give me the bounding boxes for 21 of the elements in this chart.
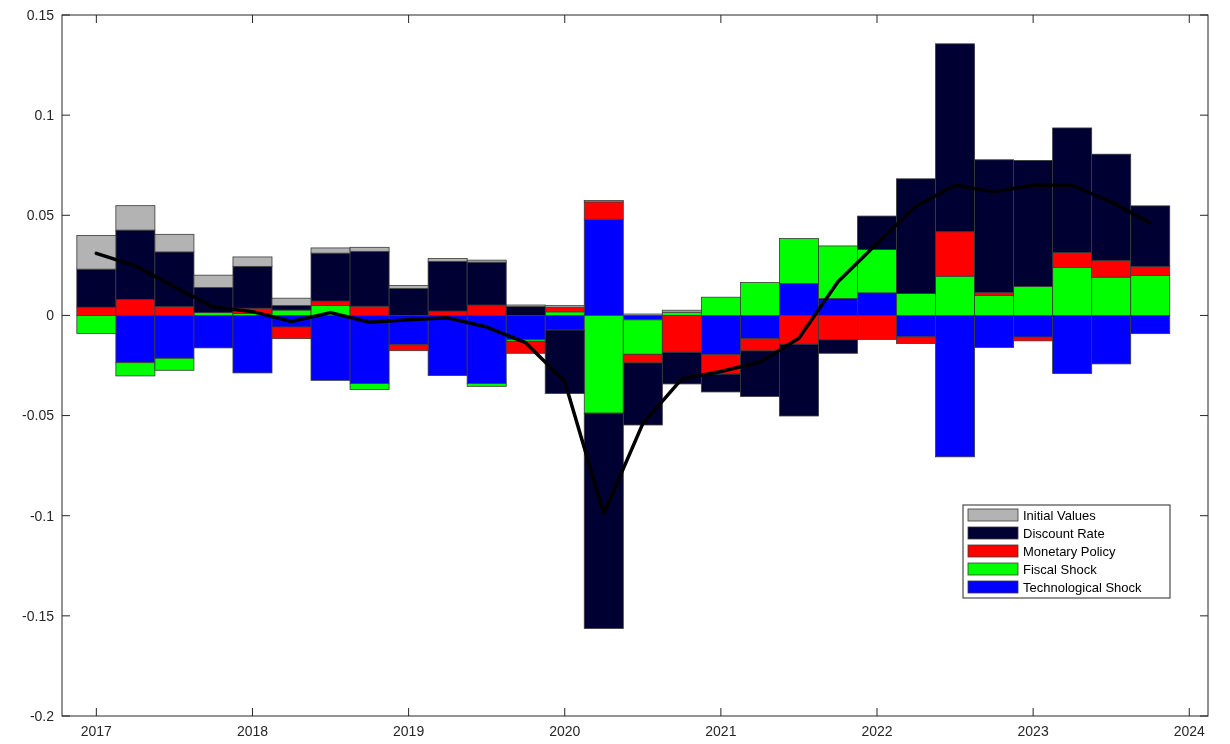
legend-label: Monetary Policy	[1023, 543, 1116, 559]
x-tick-label: 2020	[549, 723, 581, 739]
x-tick-label: 2021	[705, 723, 737, 739]
x-tick-label: 2024	[1173, 723, 1206, 739]
y-tick-label: 0.1	[34, 107, 55, 124]
x-tick-label: 2018	[236, 723, 269, 739]
y-tick-label: 0.15	[26, 6, 55, 23]
y-tick-label: -0.15	[22, 607, 55, 624]
legend-label: Discount Rate	[1023, 525, 1105, 541]
legend-label: Fiscal Shock	[1023, 561, 1098, 577]
x-tick-label: 2019	[393, 723, 425, 739]
y-tick-label: -0.05	[22, 407, 55, 424]
y-tick-label: -0.2	[29, 707, 55, 724]
y-tick-label: 0.05	[26, 207, 55, 224]
y-tick-label: -0.1	[29, 507, 55, 524]
legend-label: Technological Shock	[1023, 579, 1143, 595]
x-tick-label: 2017	[80, 723, 113, 739]
legend-label: Initial Values	[1023, 507, 1097, 523]
x-tick-label: 2022	[861, 723, 893, 739]
y-tick-label: 0	[46, 307, 55, 324]
x-tick-label: 2023	[1017, 723, 1049, 739]
